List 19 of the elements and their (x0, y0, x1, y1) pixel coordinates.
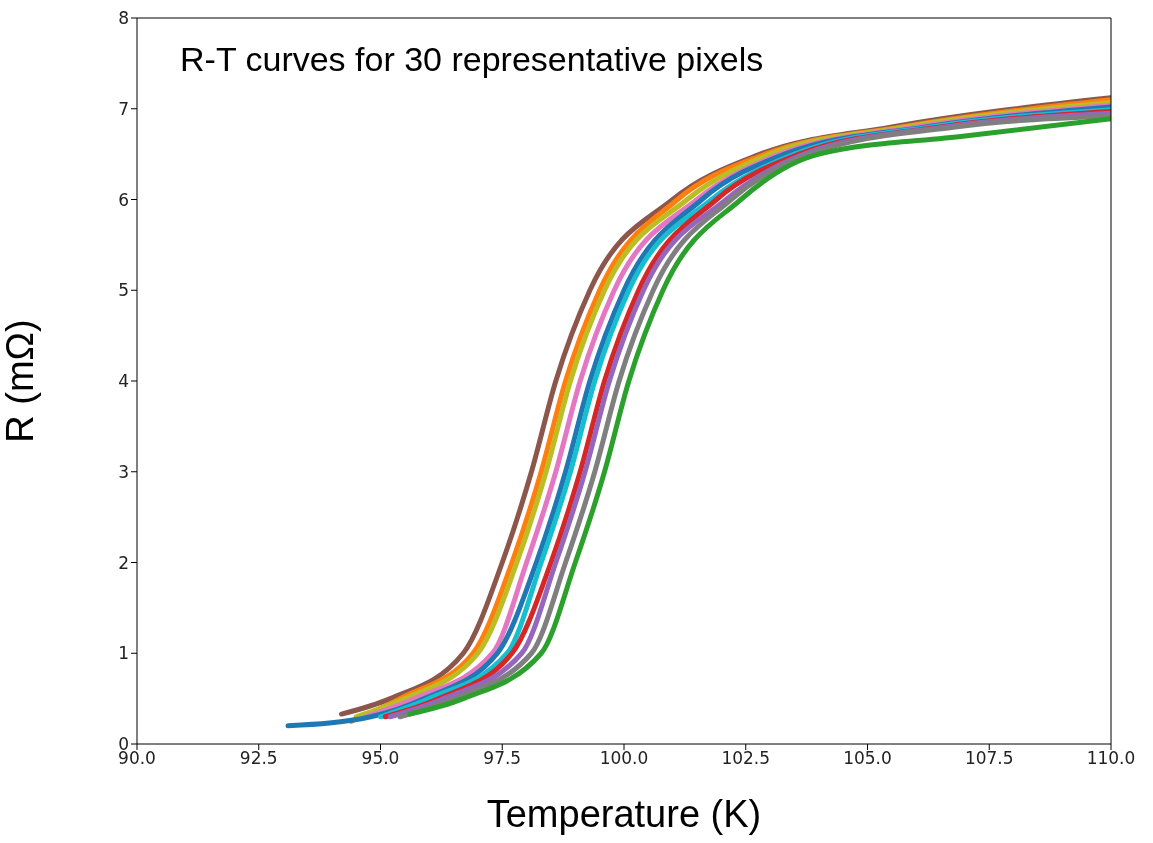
y-tick-label: 3 (118, 461, 129, 482)
x-axis-title: Temperature (K) (486, 793, 762, 835)
y-tick-label: 4 (118, 371, 129, 392)
y-tick-label: 8 (118, 8, 129, 29)
y-tick-label: 6 (118, 189, 129, 210)
x-tick-label: 107.5 (964, 748, 1014, 769)
x-tick-label: 100.0 (599, 748, 649, 769)
x-tick-label: 102.5 (721, 748, 771, 769)
y-tick-label: 2 (118, 552, 129, 573)
x-tick-label: 110.0 (1086, 748, 1136, 769)
y-tick-label: 5 (118, 280, 129, 301)
y-axis-title: R (mΩ) (0, 319, 42, 443)
x-tick-label: 105.0 (843, 748, 892, 769)
y-tick-label: 1 (118, 643, 129, 664)
x-tick-label: 97.5 (483, 748, 522, 769)
text: R-T curves for 30 representative pixels (180, 40, 764, 79)
y-tick-label: 7 (118, 98, 129, 119)
x-tick-label: 95.0 (361, 748, 400, 769)
x-tick-label: 92.5 (239, 748, 278, 769)
